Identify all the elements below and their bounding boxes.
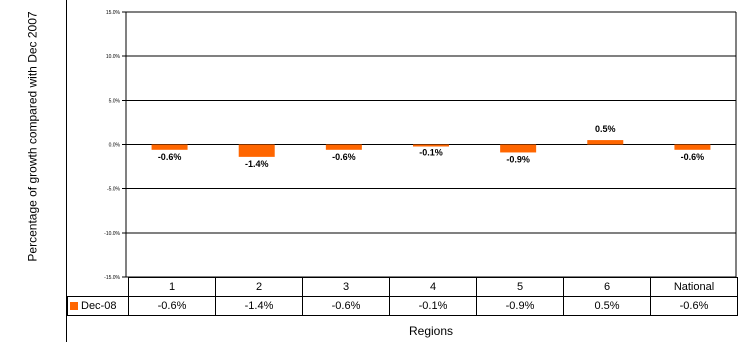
data-table-series-row: Dec-08 -0.6% -1.4% -0.6% -0.1% -0.9% 0.5…	[67, 296, 738, 316]
category-cell: 5	[476, 277, 564, 297]
value-cell: 0.5%	[563, 296, 651, 316]
legend-label: Dec-08	[81, 300, 117, 312]
category-cell: 4	[389, 277, 477, 297]
data-label: 0.5%	[595, 124, 616, 134]
data-label: -0.6%	[681, 152, 705, 162]
y-tick-label: 10.0%	[106, 54, 121, 60]
y-tick-label: 5.0%	[109, 98, 121, 104]
data-label: -0.1%	[419, 147, 443, 157]
legend-entry: Dec-08	[67, 296, 129, 316]
data-label: -0.9%	[506, 154, 530, 164]
bar	[238, 144, 275, 157]
category-cell: 3	[302, 277, 390, 297]
y-tick-label: 0.0%	[109, 143, 121, 149]
category-cell: National	[650, 277, 738, 297]
bar	[587, 140, 624, 145]
value-cell: -0.6%	[650, 296, 738, 316]
y-tick-label: 15.0%	[106, 10, 121, 16]
y-tick-label: -10.0%	[104, 231, 120, 237]
value-cell: -0.9%	[476, 296, 564, 316]
bar	[674, 144, 711, 150]
value-cell: -0.6%	[128, 296, 216, 316]
value-cell: -0.6%	[302, 296, 390, 316]
bar	[413, 144, 449, 147]
data-label: -1.4%	[245, 159, 269, 169]
data-label: -0.6%	[158, 152, 182, 162]
x-axis-title: Regions	[408, 324, 454, 338]
category-cell: 1	[128, 277, 216, 297]
data-table-category-row: 1 2 3 4 5 6 National	[68, 277, 738, 297]
data-table: 1 2 3 4 5 6 National Dec-08 -0.6% -1.4% …	[67, 277, 738, 316]
y-tick-label: -15.0%	[104, 275, 120, 281]
category-cell: 2	[215, 277, 303, 297]
value-cell: -0.1%	[389, 296, 477, 316]
frame-left-border	[66, 0, 67, 342]
bar	[500, 144, 537, 153]
legend-swatch	[70, 302, 78, 310]
category-cell: 6	[563, 277, 651, 297]
data-table-corner	[68, 278, 129, 297]
y-tick-label: -5.0%	[107, 187, 121, 193]
bar	[151, 144, 188, 150]
bar	[325, 144, 362, 150]
value-cell: -1.4%	[215, 296, 303, 316]
data-label: -0.6%	[332, 152, 356, 162]
